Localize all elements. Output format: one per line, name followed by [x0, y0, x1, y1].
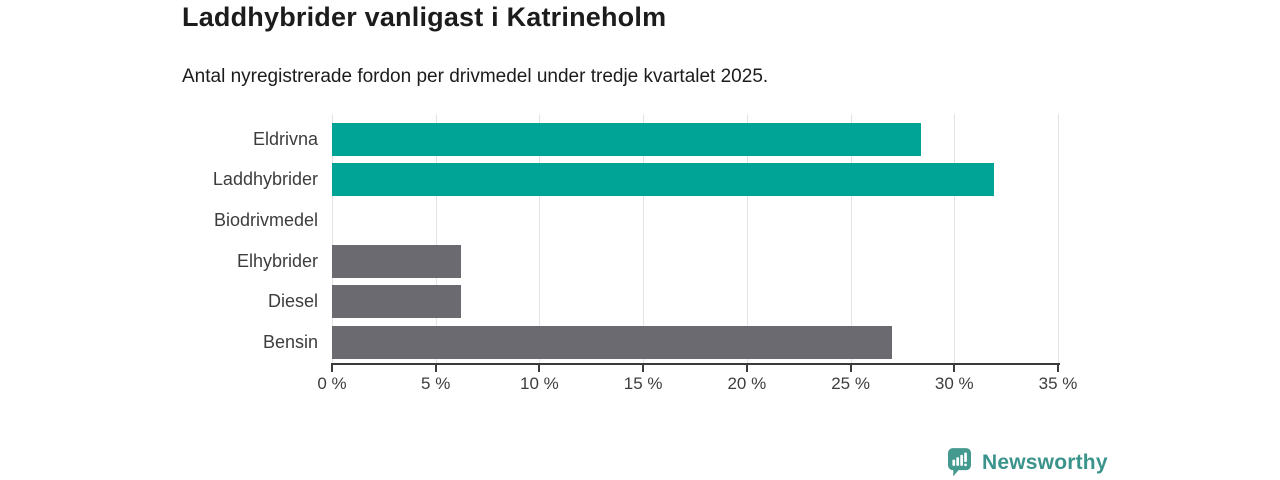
gridline — [643, 114, 645, 364]
gridlines — [332, 114, 1059, 364]
category-label: Bensin — [262, 332, 318, 353]
bar-row — [332, 322, 1058, 363]
x-tick-label: 0 % — [317, 374, 347, 393]
x-tick-label: 15 % — [623, 374, 663, 393]
bar-row — [332, 119, 1058, 160]
gridline — [332, 114, 333, 364]
x-tick-label: 10 % — [520, 374, 559, 393]
newsworthy-logo-icon — [948, 448, 971, 477]
bar-row — [332, 241, 1058, 282]
gridline — [539, 114, 541, 364]
x-tick-label: 35 % — [1038, 374, 1078, 393]
newsworthy-brand-label: Newsworthy — [982, 450, 1108, 474]
x-axis: 0 % 5 % 10 % 15 % 20 % 25 % 30 % 35 % — [317, 363, 1077, 408]
bar-row — [332, 160, 1058, 201]
x-tick — [745, 365, 748, 372]
x-tick — [538, 365, 541, 372]
bar-row — [332, 282, 1058, 323]
x-tick — [642, 365, 645, 372]
gridline — [954, 114, 956, 364]
x-tick — [434, 365, 437, 372]
category-label: Eldrivna — [252, 128, 318, 149]
gridline — [1058, 114, 1059, 364]
category-label: Diesel — [267, 291, 318, 312]
x-tick-label: 20 % — [727, 374, 767, 393]
x-tick-label: 25 % — [831, 374, 870, 393]
x-tick — [849, 365, 852, 372]
gridline — [435, 114, 437, 364]
chart-subtitle: Antal nyregistrerade fordon per drivmede… — [182, 66, 769, 87]
category-label: Elhybrider — [236, 250, 318, 271]
x-tick — [1057, 365, 1059, 372]
x-tick — [331, 365, 333, 372]
x-axis-line — [331, 363, 1060, 365]
gridline — [850, 114, 852, 364]
bar-laddhybrider — [332, 163, 994, 197]
bar-rows — [332, 119, 1058, 363]
bar-bensin — [332, 326, 893, 360]
x-tick-label: 5 % — [421, 374, 451, 393]
gridline — [746, 114, 748, 364]
bar-eldrivna — [332, 122, 922, 156]
newsworthy-brand-link[interactable]: Newsworthy — [948, 448, 1108, 477]
category-label: Biodrivmedel — [213, 210, 318, 231]
bar-diesel — [332, 285, 461, 319]
bar-chart: Eldrivna Laddhybrider Biodrivmedel Elhybrid… — [0, 114, 1077, 408]
chart-title: Laddhybrider vanligast i Katrineholm — [182, 2, 667, 32]
y-axis-labels: Eldrivna Laddhybrider Biodrivmedel Elhybrid… — [0, 119, 318, 363]
bar-row — [332, 200, 1058, 241]
plot-area — [332, 114, 1059, 364]
bar-elhybrider — [332, 244, 461, 278]
category-label: Laddhybrider — [212, 169, 318, 190]
x-tick — [953, 365, 956, 372]
x-tick-label: 30 % — [934, 374, 974, 393]
